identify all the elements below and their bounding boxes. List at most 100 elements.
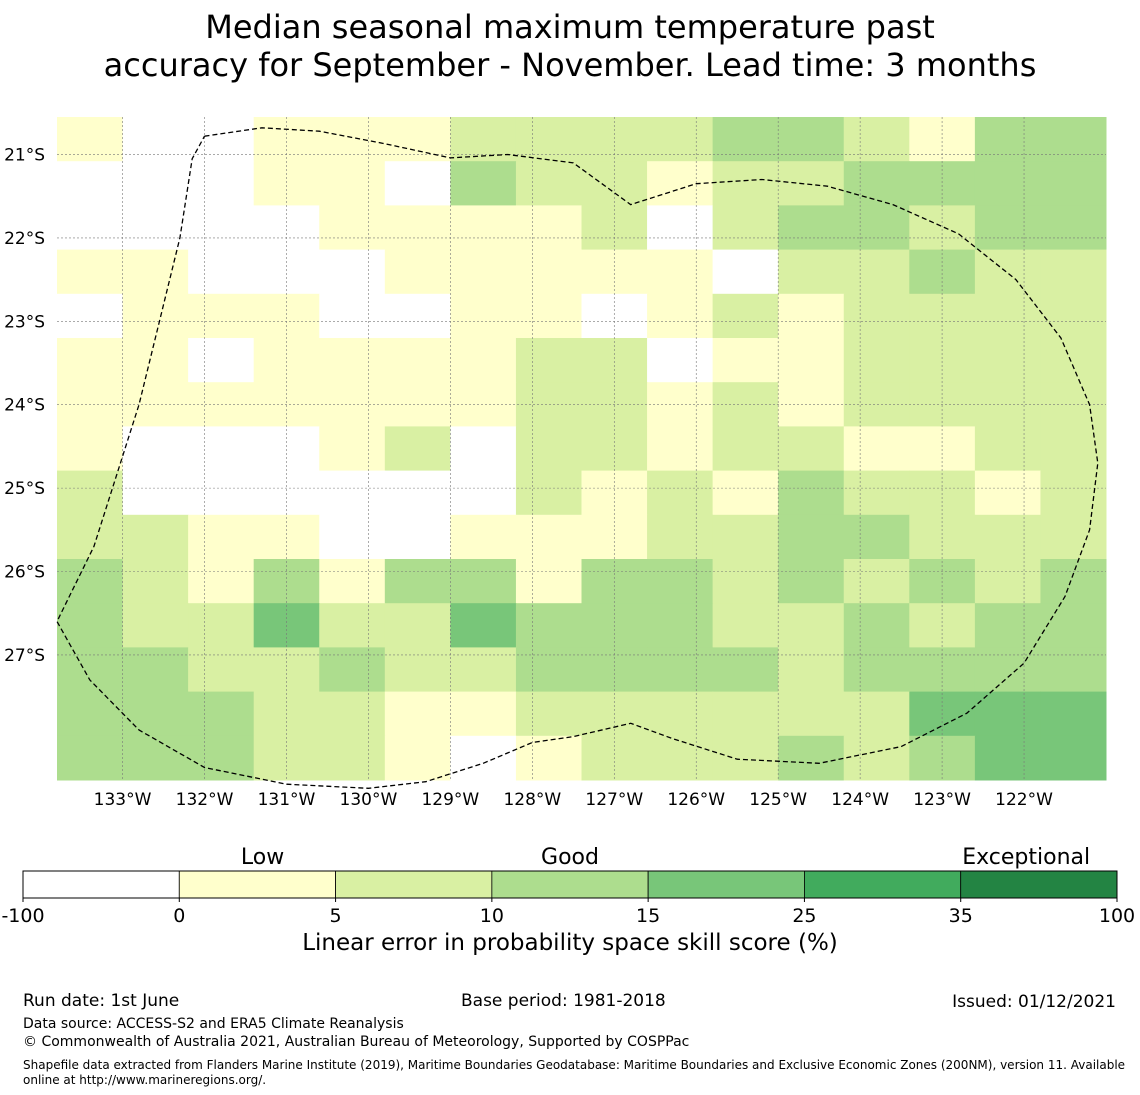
lon-tick-label: 127°W	[585, 790, 643, 810]
grid-cell	[843, 691, 910, 737]
map-title-line-2: accuracy for September - November. Lead …	[103, 46, 1037, 84]
grid-cell	[188, 735, 255, 781]
grid-cell	[647, 735, 714, 781]
grid-cell	[319, 559, 386, 604]
grid-cell	[974, 470, 1041, 516]
grid-cell	[188, 161, 255, 206]
grid-cell	[1040, 559, 1107, 604]
grid-cell	[384, 603, 451, 648]
grid-cell	[1040, 691, 1107, 737]
grid-cell	[515, 117, 582, 162]
grid-cell	[384, 647, 451, 693]
data-source: Data source: ACCESS-S2 and ERA5 Climate …	[23, 1016, 404, 1032]
grid-cell	[384, 161, 451, 206]
grid-cell	[188, 647, 255, 693]
grid-cell	[450, 205, 517, 251]
grid-cell	[843, 249, 910, 295]
colorbar-tick-label: 5	[330, 905, 342, 927]
graticule	[57, 117, 1106, 780]
lon-tick-label: 130°W	[340, 790, 398, 810]
grid-cell	[122, 338, 189, 383]
grid-cell	[515, 249, 582, 295]
grid-cell	[188, 691, 255, 737]
grid-cell	[253, 205, 320, 251]
grid-cell	[188, 514, 255, 560]
grid-cell	[384, 117, 451, 162]
grid-cell	[122, 426, 189, 472]
lon-tick-label: 122°W	[995, 790, 1053, 810]
grid-cell	[1040, 293, 1107, 339]
grid-cell	[57, 559, 124, 604]
grid-cell	[778, 161, 845, 206]
grid-cell	[1040, 514, 1107, 560]
grid-cell	[1040, 338, 1107, 383]
grid-cell	[712, 603, 779, 648]
grid-cell	[647, 293, 714, 339]
grid-cell	[319, 691, 386, 737]
colorbar-tick-label: 10	[480, 905, 504, 927]
grid-cell	[647, 559, 714, 604]
grid-cell	[1040, 117, 1107, 162]
grid-cell	[122, 559, 189, 604]
grid-cell	[1040, 735, 1107, 781]
skill-grid	[57, 117, 1107, 781]
grid-cell	[843, 559, 910, 604]
grid-cell	[57, 647, 124, 693]
lat-tick-label: 27°S	[4, 646, 45, 666]
grid-cell	[974, 205, 1041, 251]
grid-cell	[712, 117, 779, 162]
grid-cell	[122, 514, 189, 560]
grid-cell	[974, 426, 1041, 472]
grid-cell	[57, 205, 124, 251]
grid-cell	[647, 117, 714, 162]
grid-cell	[188, 559, 255, 604]
grid-cell	[384, 249, 451, 295]
grid-cell	[778, 691, 845, 737]
grid-cell	[384, 559, 451, 604]
grid-cell	[122, 249, 189, 295]
grid-cell	[384, 205, 451, 251]
grid-cell	[450, 293, 517, 339]
lon-tick-label: 123°W	[913, 790, 971, 810]
grid-cell	[122, 293, 189, 339]
grid-cell	[974, 117, 1041, 162]
grid-cell	[515, 470, 582, 516]
grid-cell	[778, 514, 845, 560]
lon-tick-label: 133°W	[94, 790, 152, 810]
grid-cell	[778, 293, 845, 339]
shapefile-credit: Shapefile data extracted from Flanders M…	[23, 1058, 1126, 1087]
colorbar-bin	[647, 870, 805, 899]
grid-cell	[1040, 249, 1107, 295]
grid-cell	[647, 691, 714, 737]
colorbar-category-label: Low	[241, 845, 284, 870]
lat-tick-label: 22°S	[4, 229, 45, 249]
grid-cell	[188, 293, 255, 339]
grid-cell	[57, 603, 124, 648]
grid-cell	[57, 161, 124, 206]
grid-cell	[384, 338, 451, 383]
grid-cell	[450, 338, 517, 383]
grid-cell	[712, 338, 779, 383]
grid-cell	[843, 161, 910, 206]
grid-cell	[843, 603, 910, 648]
grid-cell	[974, 293, 1041, 339]
grid-cell	[647, 603, 714, 648]
grid-cell	[450, 426, 517, 472]
grid-cell	[450, 647, 517, 693]
grid-cell	[188, 470, 255, 516]
grid-cell	[515, 647, 582, 693]
grid-cell	[909, 293, 976, 339]
grid-cell	[57, 338, 124, 383]
grid-cell	[122, 117, 189, 162]
grid-cell	[515, 603, 582, 648]
grid-cell	[712, 647, 779, 693]
grid-cell	[974, 603, 1041, 648]
colorbar-tick-label: 0	[173, 905, 185, 927]
colorbar: -100 0 5 10 15 25 35 100 Low Good Exceptional	[1, 845, 1135, 927]
grid-cell	[188, 117, 255, 162]
grid-cell	[515, 205, 582, 251]
grid-cell	[647, 647, 714, 693]
grid-cell	[122, 691, 189, 737]
grid-cell	[1040, 470, 1107, 516]
